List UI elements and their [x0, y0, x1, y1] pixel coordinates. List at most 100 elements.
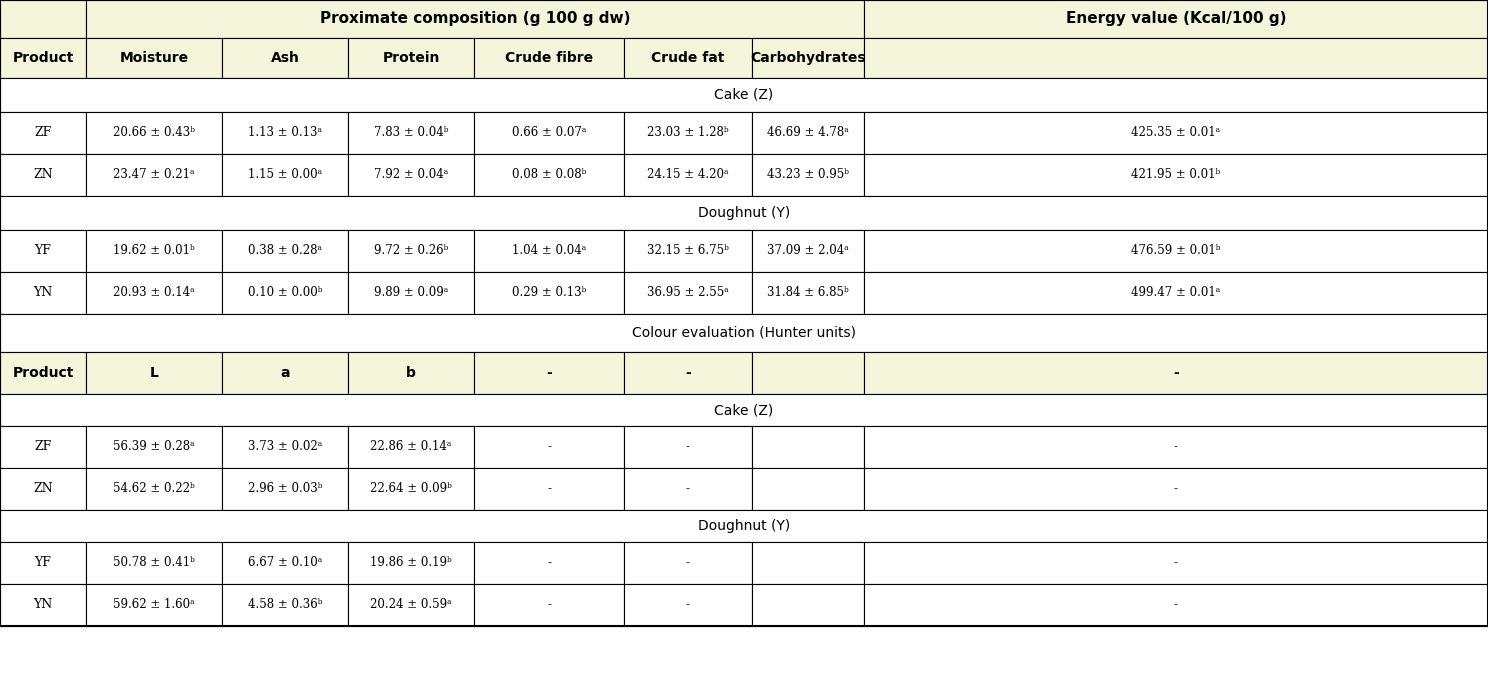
Text: Cake (Z): Cake (Z)	[714, 88, 774, 102]
Text: 0.38 ± 0.28ᵃ: 0.38 ± 0.28ᵃ	[248, 244, 321, 257]
Text: 43.23 ± 0.95ᵇ: 43.23 ± 0.95ᵇ	[766, 169, 850, 182]
Text: 0.08 ± 0.08ᵇ: 0.08 ± 0.08ᵇ	[512, 169, 586, 182]
Bar	[475, 584, 623, 626]
Bar	[0, 196, 1488, 230]
Bar	[475, 542, 623, 584]
Bar	[348, 468, 475, 510]
Text: 0.10 ± 0.00ᵇ: 0.10 ± 0.00ᵇ	[247, 286, 323, 299]
Text: 6.67 ± 0.10ᵃ: 6.67 ± 0.10ᵃ	[248, 557, 321, 570]
Bar	[623, 38, 751, 78]
Text: ZN: ZN	[33, 169, 52, 182]
Text: YF: YF	[34, 557, 52, 570]
Bar	[222, 112, 348, 154]
Bar	[623, 468, 751, 510]
Text: 23.47 ± 0.21ᵃ: 23.47 ± 0.21ᵃ	[113, 169, 195, 182]
Bar	[475, 352, 623, 394]
Bar	[86, 0, 865, 38]
Bar	[86, 272, 222, 314]
Text: Crude fat: Crude fat	[652, 51, 725, 65]
Text: 7.83 ± 0.04ᵇ: 7.83 ± 0.04ᵇ	[373, 127, 448, 140]
Text: -: -	[548, 440, 551, 453]
Text: Carbohydrates: Carbohydrates	[750, 51, 866, 65]
Text: 499.47 ± 0.01ᵃ: 499.47 ± 0.01ᵃ	[1131, 286, 1220, 299]
Bar	[0, 230, 86, 272]
Text: 1.13 ± 0.13ᵃ: 1.13 ± 0.13ᵃ	[248, 127, 321, 140]
Text: 3.73 ± 0.02ᵃ: 3.73 ± 0.02ᵃ	[248, 440, 321, 453]
Bar	[0, 314, 1488, 352]
Text: -: -	[1173, 366, 1178, 380]
Text: 7.92 ± 0.04ᵃ: 7.92 ± 0.04ᵃ	[373, 169, 448, 182]
Bar	[623, 542, 751, 584]
Bar	[623, 230, 751, 272]
Text: 19.62 ± 0.01ᵇ: 19.62 ± 0.01ᵇ	[113, 244, 195, 257]
Bar	[751, 230, 865, 272]
Bar	[0, 272, 86, 314]
Text: ZF: ZF	[34, 440, 52, 453]
Bar	[865, 0, 1488, 38]
Text: L: L	[150, 366, 158, 380]
Text: 20.66 ± 0.43ᵇ: 20.66 ± 0.43ᵇ	[113, 127, 195, 140]
Bar	[348, 584, 475, 626]
Bar	[86, 112, 222, 154]
Bar	[623, 154, 751, 196]
Text: ZF: ZF	[34, 127, 52, 140]
Bar	[751, 38, 865, 78]
Text: -: -	[548, 599, 551, 612]
Text: Proximate composition (g 100 g dw): Proximate composition (g 100 g dw)	[320, 12, 631, 27]
Text: -: -	[686, 440, 690, 453]
Text: 1.04 ± 0.04ᵃ: 1.04 ± 0.04ᵃ	[512, 244, 586, 257]
Text: 19.86 ± 0.19ᵇ: 19.86 ± 0.19ᵇ	[371, 557, 452, 570]
Bar	[0, 394, 1488, 426]
Text: 46.69 ± 4.78ᵃ: 46.69 ± 4.78ᵃ	[768, 127, 848, 140]
Text: Colour evaluation (Hunter units): Colour evaluation (Hunter units)	[632, 326, 856, 340]
Bar	[865, 542, 1488, 584]
Bar	[865, 352, 1488, 394]
Bar	[751, 352, 865, 394]
Bar	[222, 468, 348, 510]
Bar	[865, 230, 1488, 272]
Bar	[475, 154, 623, 196]
Bar	[751, 426, 865, 468]
Bar	[475, 230, 623, 272]
Text: 54.62 ± 0.22ᵇ: 54.62 ± 0.22ᵇ	[113, 482, 195, 495]
Text: 2.96 ± 0.03ᵇ: 2.96 ± 0.03ᵇ	[247, 482, 323, 495]
Bar	[751, 468, 865, 510]
Text: 20.24 ± 0.59ᵃ: 20.24 ± 0.59ᵃ	[371, 599, 452, 612]
Bar	[86, 426, 222, 468]
Bar	[865, 426, 1488, 468]
Text: 4.58 ± 0.36ᵇ: 4.58 ± 0.36ᵇ	[247, 599, 323, 612]
Text: YF: YF	[34, 244, 52, 257]
Text: -: -	[548, 557, 551, 570]
Bar	[348, 38, 475, 78]
Bar	[865, 112, 1488, 154]
Bar	[222, 154, 348, 196]
Bar	[0, 426, 86, 468]
Text: Protein: Protein	[382, 51, 439, 65]
Bar	[222, 426, 348, 468]
Bar	[475, 272, 623, 314]
Bar	[623, 352, 751, 394]
Text: 22.86 ± 0.14ᵃ: 22.86 ± 0.14ᵃ	[371, 440, 452, 453]
Bar	[222, 542, 348, 584]
Text: Doughnut (Y): Doughnut (Y)	[698, 519, 790, 533]
Bar	[0, 78, 1488, 112]
Bar	[348, 352, 475, 394]
Text: -: -	[686, 557, 690, 570]
Text: 9.89 ± 0.09ᵃ: 9.89 ± 0.09ᵃ	[373, 286, 448, 299]
Text: Product: Product	[12, 366, 74, 380]
Bar	[0, 352, 86, 394]
Bar	[751, 112, 865, 154]
Bar	[348, 272, 475, 314]
Text: 20.93 ± 0.14ᵃ: 20.93 ± 0.14ᵃ	[113, 286, 195, 299]
Text: 9.72 ± 0.26ᵇ: 9.72 ± 0.26ᵇ	[373, 244, 448, 257]
Bar	[0, 510, 1488, 542]
Text: -: -	[1174, 482, 1178, 495]
Text: Product: Product	[12, 51, 74, 65]
Bar	[865, 272, 1488, 314]
Bar	[222, 352, 348, 394]
Text: b: b	[406, 366, 417, 380]
Bar	[623, 112, 751, 154]
Text: Energy value (Kcal/100 g): Energy value (Kcal/100 g)	[1065, 12, 1286, 27]
Bar	[86, 352, 222, 394]
Text: 425.35 ± 0.01ᵃ: 425.35 ± 0.01ᵃ	[1131, 127, 1220, 140]
